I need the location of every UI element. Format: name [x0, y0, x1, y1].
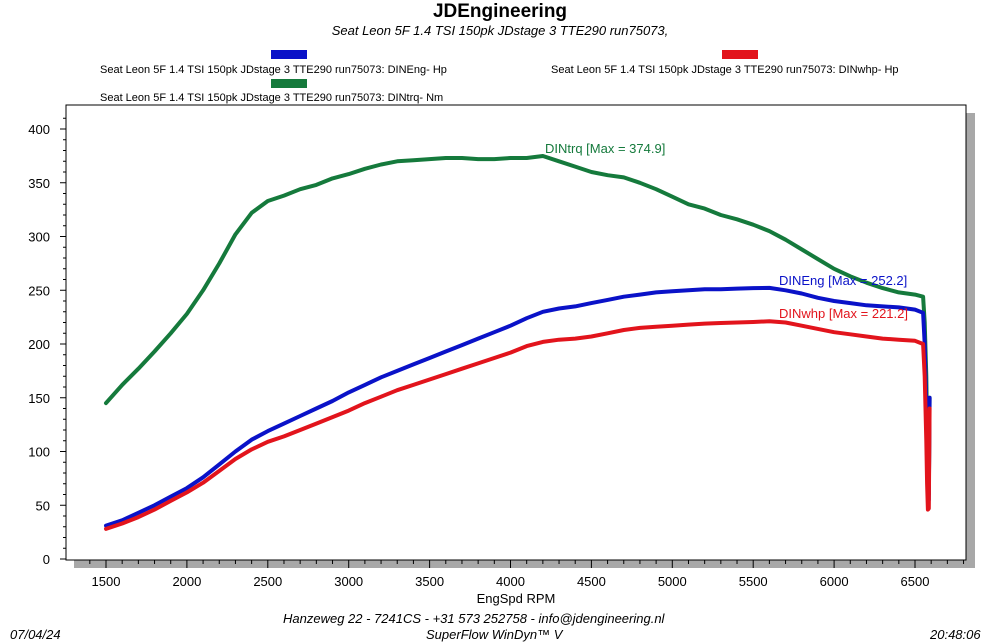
plot-shadow-bottom — [74, 560, 975, 568]
y-tick-label: 200 — [28, 337, 50, 352]
y-tick-label: 0 — [43, 552, 50, 567]
annotation-dinwhp: DINwhp [Max = 221.2] — [779, 306, 908, 321]
series-group — [104, 154, 932, 531]
x-tick-label: 1500 — [92, 574, 121, 589]
y-tick-label: 300 — [28, 230, 50, 245]
y-tick-label: 250 — [28, 283, 50, 298]
plot-area — [65, 104, 967, 561]
legend-entry-dintrq: Seat Leon 5F 1.4 TSI 150pk JDstage 3 TTE… — [100, 92, 444, 104]
x-tick-label: 2500 — [253, 574, 282, 589]
annotation-dintrq: DINtrq [Max = 374.9] — [545, 141, 665, 156]
x-tick-label: 5500 — [739, 574, 768, 589]
y-tick-label: 350 — [28, 176, 50, 191]
x-axis-label: EngSpd RPM — [477, 591, 556, 606]
x-tick-label: 5000 — [658, 574, 687, 589]
x-tick-label: 3000 — [334, 574, 363, 589]
axis-ticks: 0 50 100 150 200 250 300 350 400 1500 2000 2500 3000… — [28, 117, 965, 589]
x-tick-label: 6000 — [820, 574, 849, 589]
y-tick-label: 150 — [28, 391, 50, 406]
footer-address: Hanzeweg 22 - 7241CS - +31 573 252758 - … — [283, 611, 665, 626]
annotation-dineng: DINEng [Max = 252.2] — [779, 273, 907, 288]
legend-swatch-dinwhp — [722, 50, 758, 59]
legend-swatch-dineng — [271, 50, 307, 59]
y-tick-label: 50 — [36, 498, 50, 513]
x-tick-label: 6500 — [901, 574, 930, 589]
footer-software: SuperFlow WinDyn™ V — [426, 627, 563, 642]
x-tick-label: 4500 — [577, 574, 606, 589]
footer-time: 20:48:06 — [930, 627, 981, 642]
plot-shadow-right — [966, 113, 975, 568]
x-tick-label: 4000 — [496, 574, 525, 589]
annotations-group: DINtrq [Max = 374.9] DINEng [Max = 252.2]… — [545, 141, 908, 321]
x-tick-label: 2000 — [172, 574, 201, 589]
x-tick-label: 3500 — [415, 574, 444, 589]
chart-title: JDEngineering — [432, 1, 568, 22]
legend-entry-dineng: Seat Leon 5F 1.4 TSI 150pk JDstage 3 TTE… — [100, 64, 447, 76]
series-line-dineng — [104, 285, 932, 528]
y-tick-label: 400 — [28, 122, 50, 137]
y-tick-label: 100 — [28, 445, 50, 460]
chart-subtitle: Seat Leon 5F 1.4 TSI 150pk JDstage 3 TTE… — [331, 23, 669, 38]
legend-swatch-dintrq — [271, 79, 307, 88]
footer-date: 07/04/24 — [10, 627, 61, 642]
series-line-dinwhp — [104, 319, 932, 531]
series-line-dintrq — [104, 154, 932, 497]
legend-entry-dinwhp: Seat Leon 5F 1.4 TSI 150pk JDstage 3 TTE… — [551, 64, 899, 76]
